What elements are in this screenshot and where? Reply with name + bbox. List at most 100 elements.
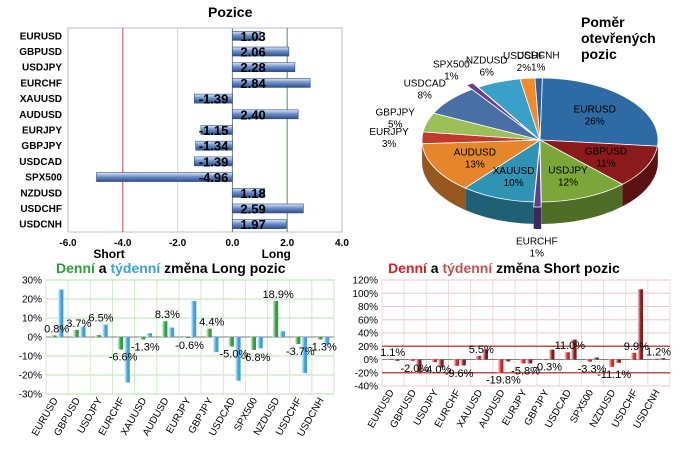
title-part: týdenní	[442, 260, 493, 276]
data-label: -11.1%	[597, 369, 631, 381]
data-label: 4.4%	[199, 317, 224, 329]
bar-gbpjpy-s1	[548, 349, 555, 360]
x-tick-label: 4.0	[335, 238, 349, 249]
pie-label-name: USDJPY	[548, 166, 588, 177]
y-tick-label: 60%	[358, 315, 378, 326]
pie-slice-side-gbpusd	[622, 146, 658, 207]
pie-chart-svg: EURUSD26%GBPUSD11%USDJPY12%EURCHF1%XAUUS…	[369, 51, 659, 259]
positions-chart-title: Pozice	[208, 4, 253, 20]
y-tick-label: -20%	[19, 371, 42, 382]
y-tick-label: 0%	[364, 355, 379, 366]
bar-usdchf-s0	[294, 337, 301, 345]
pie-label-name: EURUSD	[574, 104, 616, 115]
value-label: -1.39	[199, 154, 229, 169]
data-label: -1.3%	[308, 341, 337, 353]
value-label: 2.06	[240, 45, 265, 60]
category-label: AUDUSD	[19, 110, 62, 121]
bar-usdcad-s1	[570, 339, 577, 360]
y-tick-label: 40%	[358, 329, 378, 340]
bar-usdcnh-s0	[652, 358, 659, 360]
open-positions-pie-chart: EURUSD 26% GBPUSD 11% USDJPY 12% EURCHF 1% XAUUS…	[340, 0, 680, 262]
bar-usdjpy	[232, 62, 296, 73]
bar-audusd	[232, 109, 299, 120]
short-changes-chart: 120% 100% 80% 60% 40% 20% 0% -20% -40% 1.1% EURUSD…	[340, 270, 680, 454]
pie-label-name: SPX500	[433, 60, 470, 71]
pie-label-value: 5%	[388, 119, 403, 130]
title-part: změna Short pozic	[492, 260, 620, 276]
y-tick-label: -20%	[355, 368, 378, 379]
category-label: EURJPY	[22, 126, 62, 137]
data-label: 8.3%	[155, 309, 180, 321]
bar-usdcad-s1	[234, 337, 241, 381]
pie-label-value: 3%	[382, 139, 397, 150]
y-tick-label: -30%	[19, 390, 42, 401]
value-label: -1.34	[199, 139, 229, 154]
bar-spx500-s1	[257, 337, 263, 349]
category-label: XAUUSD	[20, 94, 62, 105]
category-label: GBPUSD	[19, 47, 62, 58]
pie-label-value: 1%	[531, 63, 546, 74]
pie-label-value: 8%	[417, 91, 432, 102]
pie-label-name: USDCHF	[503, 51, 545, 62]
bar-eurchf-s1	[460, 359, 466, 366]
bar-spx500-s0	[586, 359, 593, 362]
bar-nzdusd-s1	[615, 359, 621, 363]
category-label: USDCNH	[19, 220, 62, 231]
bar-eurchf	[232, 78, 311, 88]
pie-slice-usdjpy	[539, 139, 624, 203]
long-changes-chart-svg: 30%20%10%0%-10%-20%-30%0.8%EURUSD3.7%GBP…	[19, 276, 337, 439]
pie-label-name: NZDUSD	[466, 56, 508, 67]
bar-eurchf-s0	[117, 337, 124, 350]
pie-label-value: 11%	[596, 159, 615, 170]
pie-label-value: 6%	[479, 68, 494, 79]
bar-gbpjpy	[195, 140, 233, 151]
bar-gbpusd-s0	[409, 359, 415, 361]
pie-label-value: 1%	[444, 72, 459, 83]
data-label: 11.0%	[555, 340, 586, 352]
pie-label-value: 2%	[517, 63, 532, 74]
value-label: 2.59	[240, 201, 265, 216]
title-part: Denní	[56, 260, 95, 276]
data-label: -0.6%	[175, 340, 204, 352]
pie-label-name: USDCAD	[404, 79, 446, 90]
data-label: 5.5%	[469, 344, 494, 356]
pie-label-name: GBPUSD	[585, 147, 627, 158]
bar-eurchf-s1	[124, 337, 130, 383]
category-label: EURCHF	[20, 78, 62, 89]
pie-slice-side-eurchf	[533, 206, 542, 229]
bar-usdjpy-s1	[101, 324, 108, 337]
data-label: -1.3%	[131, 341, 160, 353]
bar-gbpusd-s1	[79, 326, 86, 337]
positions-chart-svg: EURUSD 1.03 GBPUSD 2.06 USDJPY 2.28 EURCHF 2.84…	[19, 27, 349, 261]
bar-audusd-s1	[504, 359, 511, 362]
bar-gbpusd-s0	[73, 329, 79, 337]
bar-audusd-s1	[168, 327, 175, 337]
value-label: 2.28	[240, 60, 265, 75]
value-label: -1.15	[199, 123, 229, 138]
pie-label-name: EURJPY	[369, 127, 409, 138]
category-label: EURUSD	[20, 31, 62, 42]
bar-usdchf-s1	[637, 289, 644, 360]
bar-nzdusd-s0	[272, 301, 279, 337]
bar-xauusd-s1	[146, 333, 153, 337]
bar-eurusd-s1	[57, 289, 64, 337]
data-label: 6.5%	[88, 313, 113, 325]
y-tick-label: 100%	[352, 289, 378, 300]
category-label: SPX500	[25, 173, 62, 184]
y-tick-label: 30%	[22, 276, 42, 287]
bar-eurusd-s1	[393, 359, 400, 361]
bar-nzdusd-s1	[279, 331, 285, 337]
bar-usdjpy-s1	[437, 359, 444, 368]
bar-usdcnh	[232, 219, 287, 229]
positions-chart: EURUSD 1.03 GBPUSD 2.06 USDJPY 2.28 EURCHF 2.84…	[0, 0, 350, 262]
pie-label-value: 26%	[585, 116, 605, 127]
pie-slice-eurchf	[533, 144, 542, 208]
pie-slice-eurusd	[539, 77, 659, 147]
pie-slice-side-xauusd	[465, 187, 534, 224]
pie-label-name: EURCHF	[516, 236, 558, 247]
y-tick-label: 20%	[22, 295, 42, 306]
bar-eurjpy	[200, 125, 233, 135]
pie-slice-audusd	[421, 139, 542, 189]
title-part: Denní	[388, 260, 427, 276]
data-label: 3.7%	[66, 318, 91, 330]
